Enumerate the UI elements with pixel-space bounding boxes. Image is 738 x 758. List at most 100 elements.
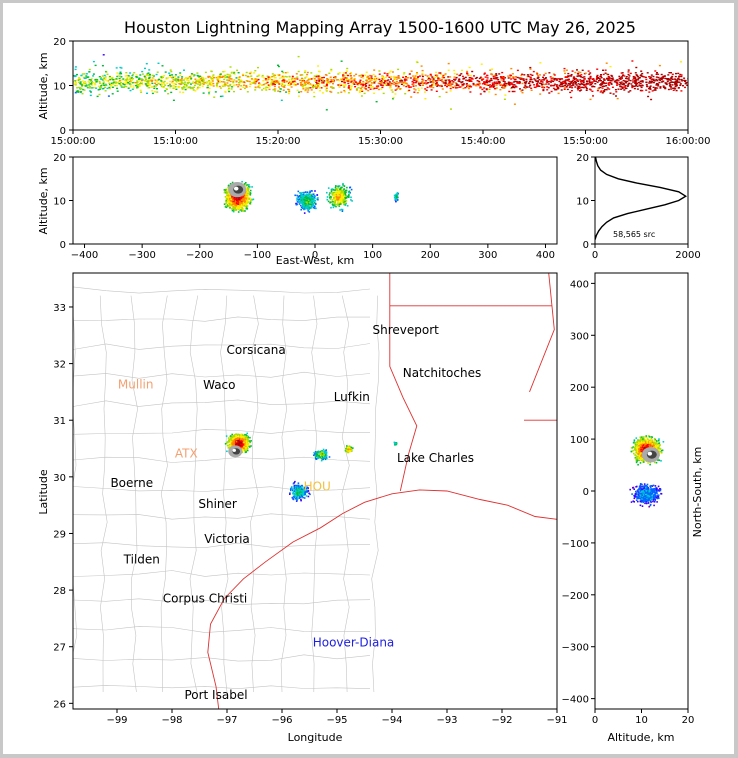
altitude-eastwest-ticks: −400 −300 −200 −100 0 100 200 300 400 0 10 20 [53,153,555,261]
city-label: Shreveport [373,323,440,337]
altitude-tick-label: 0 [60,240,66,251]
eastwest-tick-label: 100 [363,250,382,261]
northsouth-tick-label: 100 [570,435,589,446]
eastwest-tick-label: 200 [421,250,440,261]
altitude-time-sources [73,54,688,111]
city-label: Shiner [198,497,237,511]
city-label: Corsicana [227,343,286,357]
latitude-tick-label: 33 [53,303,66,314]
altitude-histogram-panel: 0 2000 0 10 20 58,565 src [576,153,700,261]
longitude-tick-label: −98 [161,715,182,726]
altitude-eastwest-sources [223,180,399,214]
northsouth-tick-label: −300 [562,643,589,654]
northsouth-tick-label: 400 [570,279,589,290]
altitude-tick-label: 10 [53,82,66,93]
altitude-tick-label: 20 [53,153,66,164]
altitude-time-ticks: 15:00:00 15:10:00 15:20:00 15:30:00 15:40:00… [51,37,711,147]
altitude-tick-label: 0 [592,715,598,726]
altitude-tick-label: 10 [635,715,648,726]
longitude-tick-label: −93 [436,715,457,726]
altitude-time-panel: 15:00:00 15:10:00 15:20:00 15:30:00 15:40:00… [37,37,710,147]
time-tick-label: 15:30:00 [358,136,403,147]
count-tick-label: 0 [592,250,598,261]
altitude-tick-label: 20 [576,153,589,164]
latitude-tick-label: 31 [53,416,66,427]
time-tick-label: 15:50:00 [563,136,608,147]
longitude-tick-label: −95 [326,715,347,726]
eastwest-tick-label: 400 [536,250,555,261]
longitude-tick-label: −96 [271,715,292,726]
latitude-tick-label: 27 [53,643,66,654]
northsouth-altitude-panel: 0 10 20 −400 −300 −200 −100 0 100 200 300 400 North… [562,272,704,744]
latitude-tick-label: 32 [53,360,66,371]
city-labels: Shreveport Corsicana Natchitoches Mullin Wac… [110,323,481,702]
northsouth-tick-label: −200 [562,591,589,602]
northsouth-altitude-ticks: 0 10 20 −400 −300 −200 −100 0 100 200 300 400 [562,279,695,726]
altitude-eastwest-panel: −400 −300 −200 −100 0 100 200 300 400 0 10 20 Altit… [37,153,558,267]
longitude-tick-label: −99 [106,715,127,726]
figure-title: Houston Lightning Mapping Array 1500-160… [124,18,636,37]
altitude-histogram-ticks: 0 2000 0 10 20 [576,153,700,261]
city-label: Mullin [118,378,154,392]
northsouth-tick-label: 200 [570,383,589,394]
plan-view-frame [72,272,558,710]
city-label: HOU [304,479,331,493]
altitude-tick-label: 0 [60,126,66,137]
city-label: Tilden [123,553,160,567]
time-tick-label: 15:40:00 [461,136,506,147]
city-label: Boerne [110,476,153,490]
time-tick-label: 15:00:00 [51,136,96,147]
plan-view-xlabel: Longitude [288,731,343,744]
northsouth-altitude-sources [629,435,665,508]
source-count-annotation: 58,565 src [613,230,655,239]
plan-view-ylabel: Latitude [37,469,50,515]
longitude-tick-label: −92 [491,715,512,726]
city-label: Hoover-Diana [313,636,395,650]
northsouth-altitude-ylabel: North-South, km [691,447,704,538]
eastwest-tick-label: −400 [71,250,98,261]
latitude-tick-label: 26 [53,699,66,710]
altitude-tick-label: 10 [53,197,66,208]
lma-figure: Houston Lightning Mapping Array 1500-160… [37,18,710,744]
longitude-tick-label: −97 [216,715,237,726]
northsouth-tick-label: −100 [562,539,589,550]
northsouth-altitude-xlabel: Altitude, km [607,731,674,744]
eastwest-tick-label: −100 [244,250,271,261]
eastwest-tick-label: 0 [312,250,318,261]
city-label: Lake Charles [397,451,474,465]
time-tick-label: 15:20:00 [256,136,301,147]
city-label: Port Isabel [184,688,247,702]
eastwest-tick-label: 300 [478,250,497,261]
county-boundaries [73,286,380,693]
longitude-tick-label: −91 [546,715,567,726]
eastwest-tick-label: −200 [186,250,213,261]
city-label: Corpus Christi [163,592,248,606]
time-tick-label: 16:00:00 [666,136,711,147]
gulf-coastline [207,489,557,709]
altitude-tick-label: 0 [583,240,589,251]
altitude-tick-label: 20 [53,37,66,48]
time-tick-label: 15:10:00 [153,136,198,147]
city-label: Victoria [204,532,250,546]
plan-view-map-panel: Shreveport Corsicana Natchitoches Mullin Wac… [37,272,568,744]
altitude-tick-label: 10 [576,197,589,208]
eastwest-tick-label: −300 [128,250,155,261]
longitude-tick-label: −94 [381,715,402,726]
city-label: Natchitoches [403,366,481,380]
northsouth-tick-label: 0 [583,487,589,498]
latitude-tick-label: 28 [53,586,66,597]
plan-view-sources [224,432,398,502]
altitude-eastwest-xlabel: East-West, km [276,254,354,267]
altitude-time-ylabel: Altitude, km [37,52,50,119]
city-label: ATX [175,447,198,461]
northsouth-tick-label: 300 [570,331,589,342]
figure-frame: Houston Lightning Mapping Array 1500-160… [3,3,734,754]
city-label: Waco [203,378,235,392]
altitude-histogram-line [595,157,688,240]
northsouth-tick-label: −400 [562,695,589,706]
city-label: Lufkin [334,390,370,404]
plan-view-ticks: −99 −98 −97 −96 −95 −94 −93 −92 −91 26 27 28 29 30 31 3… [53,303,567,726]
state-boundaries [389,273,557,492]
altitude-tick-label: 20 [682,715,695,726]
count-tick-label: 2000 [675,250,700,261]
